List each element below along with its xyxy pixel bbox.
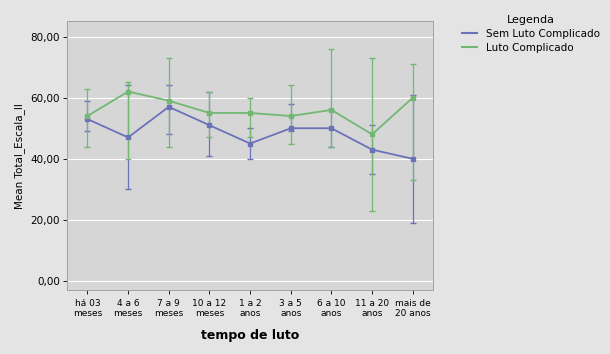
Legend: Sem Luto Complicado, Luto Complicado: Sem Luto Complicado, Luto Complicado xyxy=(458,11,604,57)
X-axis label: tempo de luto: tempo de luto xyxy=(201,329,300,342)
Y-axis label: Mean Total_Escala_II: Mean Total_Escala_II xyxy=(14,103,25,209)
